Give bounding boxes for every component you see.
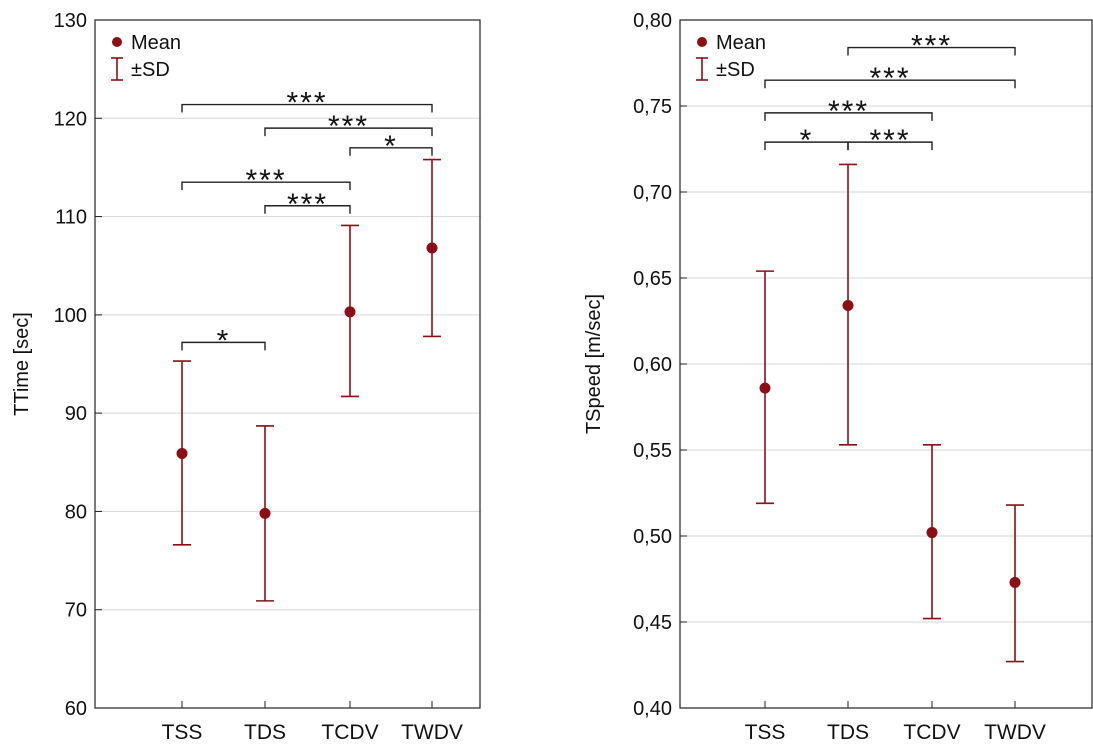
- mean-point: [344, 306, 356, 318]
- significance-stars: ***: [287, 188, 328, 221]
- mean-point: [426, 242, 438, 254]
- y-axis-label: TSpeed [m/sec]: [583, 294, 605, 434]
- significance-stars: ***: [869, 124, 910, 157]
- legend-mean-label: Mean: [716, 32, 766, 54]
- significance-stars: ***: [245, 164, 286, 197]
- significance-bracket: [181, 103, 433, 113]
- y-tick-label: 90: [65, 403, 87, 425]
- y-tick-label: 0,50: [633, 526, 672, 548]
- y-tick-label: 0,80: [633, 10, 672, 32]
- y-tick-label: 80: [65, 501, 87, 523]
- y-tick-label: 0,45: [633, 612, 672, 634]
- x-tick-label: TCDV: [903, 721, 960, 744]
- significance-bracket: [181, 181, 351, 191]
- y-tick-label: 100: [54, 305, 87, 327]
- mean-point: [842, 300, 854, 312]
- significance-bracket: [847, 46, 1016, 56]
- plot-frame: [94, 19, 481, 709]
- y-tick-label: 0,60: [633, 354, 672, 376]
- mean-point: [1009, 576, 1021, 588]
- plot-frame: [679, 19, 1093, 709]
- y-axis-label: TTime [sec]: [11, 312, 33, 416]
- y-tick-label: 130: [54, 10, 87, 32]
- chart-panel-2: 0,40 0,45 0,50 0,55 0,60 0,65 0,70 0,75 0,80 TSpe…: [583, 10, 1093, 744]
- significance-bracket: [264, 205, 351, 214]
- y-tick-label: 0,70: [633, 182, 672, 204]
- y-tick-label: 120: [54, 108, 87, 130]
- y-tick-label: 0,55: [633, 440, 672, 462]
- significance-bracket: [181, 341, 266, 351]
- chart-panel-1: 60 70 80 90 100 110 120 130 TTime [sec] TSS TDS TCD…: [11, 10, 481, 744]
- y-tick-label: 0,75: [633, 96, 672, 118]
- significance-bracket: [349, 147, 433, 156]
- y-tick-label: 0,65: [633, 268, 672, 290]
- significance-stars: ***: [328, 110, 369, 143]
- x-tick-label: TWDV: [401, 721, 463, 744]
- x-tick-label: TDS: [827, 721, 869, 744]
- legend-sd-label: ±SD: [716, 59, 755, 81]
- mean-point: [926, 527, 938, 539]
- y-tick-label: 60: [65, 698, 87, 720]
- mean-point: [176, 447, 188, 459]
- significance-stars: *: [800, 124, 814, 157]
- y-tick-label: 0,40: [633, 698, 672, 720]
- significance-stars: *: [384, 130, 398, 163]
- significance-stars: ***: [911, 30, 952, 63]
- y-tick-label: 110: [55, 207, 87, 229]
- x-tick-label: TSS: [745, 721, 786, 744]
- significance-bracket: [264, 127, 433, 137]
- legend-sd-label: ±SD: [131, 59, 170, 81]
- x-tick-label: TDS: [244, 721, 286, 744]
- significance-stars: ***: [869, 62, 910, 95]
- mean-point: [759, 382, 771, 394]
- significance-stars: ***: [828, 95, 869, 128]
- significance-bracket: [764, 79, 1016, 89]
- legend-mean-marker: [112, 37, 122, 47]
- significance-stars: ***: [286, 87, 327, 120]
- significance-bracket: [764, 112, 933, 121]
- x-tick-label: TWDV: [984, 721, 1046, 744]
- x-tick-label: TCDV: [321, 721, 378, 744]
- legend-mean-marker: [697, 37, 707, 47]
- significance-bracket: [847, 141, 933, 151]
- x-tick-label: TSS: [162, 721, 203, 744]
- mean-point: [259, 507, 271, 519]
- legend-mean-label: Mean: [131, 32, 181, 54]
- significance-stars: *: [217, 324, 231, 357]
- y-tick-label: 70: [65, 600, 87, 622]
